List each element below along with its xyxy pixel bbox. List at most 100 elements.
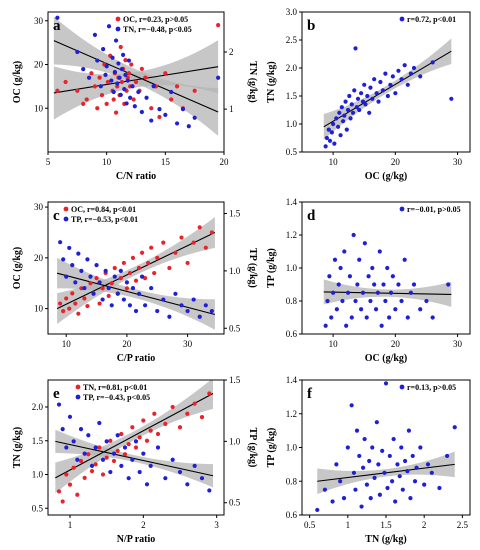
data-point <box>118 276 123 281</box>
data-point <box>385 93 390 99</box>
data-point <box>395 462 400 467</box>
data-point <box>109 303 114 308</box>
data-point <box>82 296 87 301</box>
data-point <box>326 127 331 132</box>
data-point <box>126 58 132 63</box>
y2-axis-label: TN (g/kg) <box>247 61 258 102</box>
data-point <box>374 91 379 96</box>
data-point <box>116 61 121 66</box>
data-point <box>323 144 328 149</box>
y-tick-label: 1.2 <box>286 409 297 419</box>
data-point <box>76 311 81 316</box>
data-point <box>67 482 73 487</box>
fit-line <box>323 291 452 295</box>
data-point <box>199 476 205 481</box>
data-point <box>86 433 91 438</box>
data-point <box>179 303 184 308</box>
data-point <box>131 97 136 102</box>
data-point <box>95 58 100 63</box>
data-point <box>203 245 208 250</box>
data-point <box>75 457 80 462</box>
data-point <box>354 105 359 110</box>
data-point <box>402 63 407 68</box>
data-point <box>185 260 190 266</box>
y-tick-label: 1.5 <box>32 436 44 446</box>
data-point <box>163 112 168 117</box>
data-point <box>136 265 142 271</box>
data-point <box>408 71 413 76</box>
data-point <box>85 303 90 309</box>
data-point <box>207 391 212 396</box>
y2-tick-label: 1.0 <box>229 266 241 276</box>
data-point <box>103 268 108 273</box>
data-point <box>85 257 90 262</box>
data-point <box>363 102 368 107</box>
y2-tick-label: 1 <box>229 104 234 114</box>
data-point <box>113 110 119 115</box>
data-point <box>169 89 174 95</box>
data-point <box>357 257 362 262</box>
data-point <box>148 428 153 433</box>
data-point <box>173 250 178 255</box>
data-point <box>368 496 373 501</box>
data-point <box>362 241 367 246</box>
data-point <box>332 257 338 262</box>
data-point <box>437 485 442 491</box>
data-point <box>364 482 370 487</box>
panel-label: b <box>307 18 315 34</box>
data-point <box>345 290 351 295</box>
data-point <box>337 110 342 115</box>
data-point <box>335 124 341 129</box>
data-point <box>76 251 81 256</box>
data-point <box>339 105 344 110</box>
data-point <box>360 465 366 470</box>
y-tick-label: 1.4 <box>286 197 298 207</box>
data-point <box>130 84 135 89</box>
data-point <box>67 306 72 311</box>
data-point <box>360 290 366 295</box>
data-point <box>58 301 63 306</box>
data-point <box>144 482 150 487</box>
data-point <box>399 445 404 450</box>
y-tick-label: 1.0 <box>32 470 44 480</box>
data-point <box>88 281 93 286</box>
data-point <box>368 298 373 304</box>
y-axis-label: TP (g/kg) <box>266 248 277 288</box>
data-point <box>199 415 205 420</box>
data-point <box>139 274 145 279</box>
fit-line <box>53 40 219 113</box>
data-point <box>123 72 128 77</box>
data-point <box>393 307 398 312</box>
data-point <box>353 487 358 492</box>
data-point <box>132 104 137 109</box>
data-point <box>130 425 135 430</box>
data-point <box>75 88 80 93</box>
data-point <box>406 428 412 433</box>
data-point <box>177 425 183 430</box>
data-point <box>355 282 360 287</box>
data-point <box>323 323 328 328</box>
data-point <box>377 492 382 497</box>
x-axis-label: N/P ratio <box>117 534 156 545</box>
y2-tick-label: 0.5 <box>229 498 241 508</box>
panel-d: 10 20 30 0.6 0.8 1.0 1.2 1.4 OC (g/kg) TP (g/kg) d… <box>266 197 471 364</box>
panel-label: e <box>53 386 60 402</box>
data-point <box>78 426 84 432</box>
y-tick-label: 1.0 <box>286 119 298 129</box>
data-point <box>100 286 105 291</box>
y-tick-label: 0.5 <box>286 147 298 157</box>
data-point <box>161 240 166 245</box>
data-point <box>383 298 388 304</box>
legend-entry: TP, r=−0.53, p<0.01 <box>71 215 138 224</box>
data-point <box>81 67 86 72</box>
y-axis-label: TP (g/kg) <box>266 428 277 468</box>
data-point <box>100 457 106 462</box>
y-tick-label: 10 <box>34 304 44 314</box>
data-point <box>100 472 106 477</box>
data-point <box>122 445 128 450</box>
panel-label: f <box>307 386 313 402</box>
data-point <box>149 245 154 250</box>
data-point <box>375 290 381 295</box>
data-point <box>111 451 117 456</box>
data-point <box>94 276 99 281</box>
